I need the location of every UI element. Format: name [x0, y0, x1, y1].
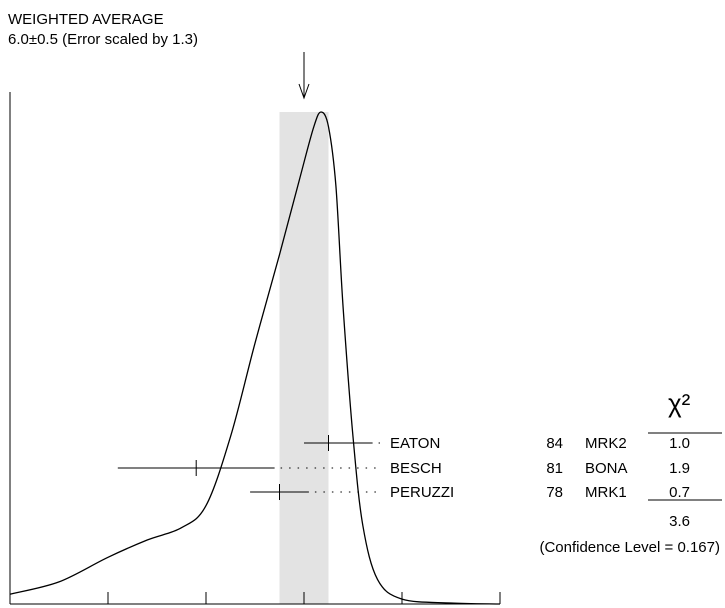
measurement-name: EATON	[390, 435, 440, 452]
weighted-average-band	[279, 112, 329, 604]
measurement-chi2: 1.0	[669, 435, 690, 452]
measurement-year: 84	[546, 435, 563, 452]
arrow-head	[298, 83, 310, 100]
chart-title: WEIGHTED AVERAGE	[8, 11, 164, 28]
measurement-tag: MRK1	[585, 484, 627, 501]
measurement-tag: MRK2	[585, 435, 627, 452]
chart-subtitle: 6.0±0.5 (Error scaled by 1.3)	[8, 31, 198, 48]
measurement-name: BESCH	[390, 460, 442, 477]
confidence-level: (Confidence Level = 0.167)	[539, 539, 720, 556]
measurement-chi2: 1.9	[669, 460, 690, 477]
measurement-row: EATON 84 MRK2 1.0	[304, 435, 690, 452]
chi2-total: 3.6	[669, 513, 690, 530]
measurement-name: PERUZZI	[390, 484, 454, 501]
measurement-row: PERUZZI 78 MRK1 0.7	[250, 484, 690, 501]
weighted-average-arrow	[298, 52, 310, 100]
ideogram-curve	[9, 111, 501, 605]
measurement-chi2: 0.7	[669, 484, 690, 501]
chi2-header: χ²	[668, 388, 691, 418]
measurement-row: BESCH 81 BONA 1.9	[117, 460, 690, 477]
measurement-tag: BONA	[585, 460, 628, 477]
measurement-year: 81	[546, 460, 563, 477]
measurement-year: 78	[546, 484, 563, 501]
